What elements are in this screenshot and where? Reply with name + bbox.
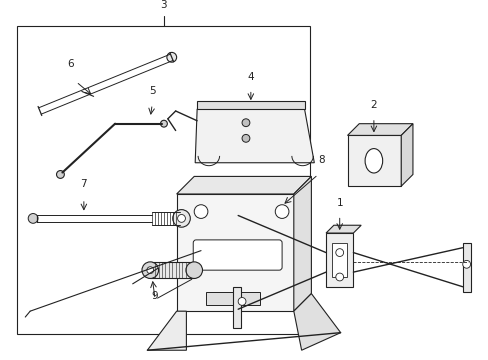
Circle shape: [166, 53, 176, 62]
Circle shape: [160, 120, 167, 127]
Text: 4: 4: [247, 72, 254, 82]
Bar: [325, 233, 353, 287]
Circle shape: [177, 215, 185, 222]
Text: 7: 7: [81, 179, 87, 189]
Polygon shape: [293, 176, 311, 311]
Polygon shape: [293, 294, 340, 350]
Bar: [347, 135, 401, 186]
Polygon shape: [147, 311, 186, 350]
Text: 3: 3: [160, 0, 167, 10]
Polygon shape: [150, 262, 194, 278]
Circle shape: [185, 262, 202, 279]
Circle shape: [335, 249, 343, 256]
Circle shape: [462, 260, 469, 268]
Text: 5: 5: [149, 86, 155, 96]
Polygon shape: [347, 124, 412, 135]
Circle shape: [194, 205, 207, 219]
Text: 8: 8: [317, 155, 324, 165]
Polygon shape: [176, 176, 311, 194]
Bar: [205, 292, 259, 305]
Bar: [233, 287, 241, 328]
Circle shape: [242, 134, 249, 142]
Circle shape: [335, 273, 343, 281]
Polygon shape: [195, 109, 314, 163]
Circle shape: [146, 267, 153, 274]
Text: 1: 1: [336, 198, 342, 208]
Bar: [176, 194, 293, 311]
Polygon shape: [197, 101, 304, 109]
Polygon shape: [401, 124, 412, 186]
Circle shape: [28, 213, 38, 223]
Circle shape: [142, 262, 158, 279]
Bar: [18, 26, 310, 334]
Text: 2: 2: [370, 100, 376, 110]
Bar: [462, 243, 469, 292]
Polygon shape: [325, 225, 361, 233]
Text: 9: 9: [152, 291, 158, 301]
Circle shape: [57, 171, 64, 178]
Bar: [331, 243, 346, 277]
Circle shape: [238, 297, 245, 305]
FancyBboxPatch shape: [193, 240, 282, 270]
Circle shape: [275, 205, 288, 219]
Ellipse shape: [365, 149, 382, 173]
Circle shape: [172, 210, 190, 227]
Text: 6: 6: [67, 59, 73, 69]
Circle shape: [242, 119, 249, 127]
